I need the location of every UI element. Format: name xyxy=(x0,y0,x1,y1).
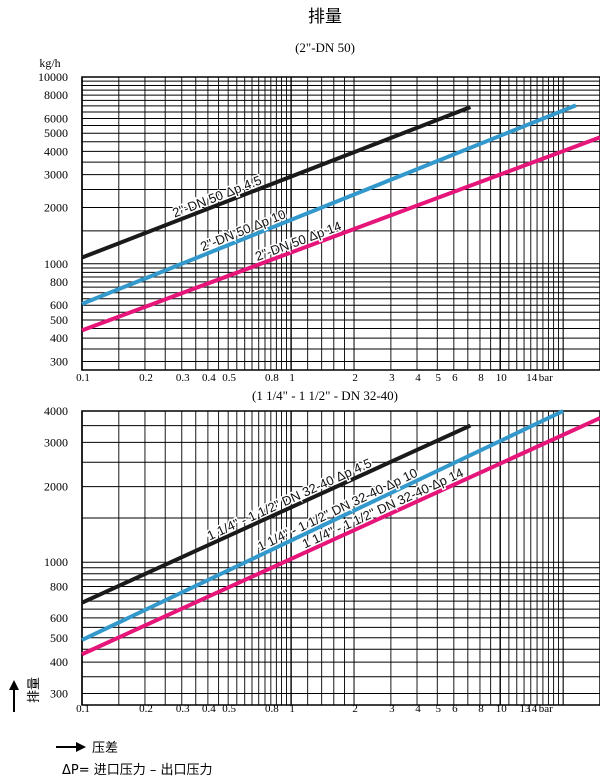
x-axis-arrow xyxy=(56,742,86,752)
y-tick-label: 300 xyxy=(50,354,68,368)
x-arrow-label: 压差 xyxy=(92,741,118,756)
y-tick-label: 2000 xyxy=(44,201,68,215)
x-tick-label: 14 xyxy=(526,703,538,715)
series-line xyxy=(81,423,472,605)
figure-title: 排量 xyxy=(308,7,342,26)
x-tick-label: 2 xyxy=(352,372,358,384)
x-tick-label: 5 xyxy=(436,703,442,715)
y-tick-label: 800 xyxy=(50,275,68,289)
x-tick-label: 5 xyxy=(436,372,442,384)
series-line xyxy=(81,135,600,333)
y-tick-label: 4000 xyxy=(44,404,68,418)
plot-frame xyxy=(81,410,600,706)
x-tick-label: 0.3 xyxy=(176,703,190,715)
lower-chart: (1 1/4" - 1 1/2" - DN 32-40) 300 400 500 600… xyxy=(44,388,600,715)
y-axis-label: kg/h xyxy=(39,56,60,70)
x-tick-label: 10 xyxy=(496,372,508,384)
x-tick-label: 0.2 xyxy=(139,703,153,715)
x-tick-label: 1 xyxy=(289,372,295,384)
y-tick-label: 10000 xyxy=(38,70,68,84)
x-tick-label: 13 xyxy=(520,703,532,715)
x-tick-label: 6 xyxy=(452,703,458,715)
series-line xyxy=(81,103,577,306)
x-tick-label: 0.4 xyxy=(202,703,216,715)
x-tick-label: 3 xyxy=(389,703,395,715)
x-unit-label: bar xyxy=(539,703,553,715)
x-tick-label: 1 xyxy=(289,703,295,715)
y-tick-label: 2000 xyxy=(44,480,68,494)
x-tick-label: 8 xyxy=(478,372,484,384)
x-tick-label: 0.8 xyxy=(265,703,279,715)
y-arrow-label: 排量 xyxy=(27,677,42,703)
vertical-gridlines xyxy=(81,77,600,370)
plot-frame xyxy=(81,76,600,371)
delta-p-note: ΔP= 进口压力 – 出口压力 xyxy=(62,763,213,778)
y-tick-label: 300 xyxy=(50,687,68,701)
x-tick-label: 0.2 xyxy=(139,372,153,384)
x-tick-label: 10 xyxy=(496,703,508,715)
y-tick-label: 5000 xyxy=(44,126,68,140)
y-tick-label: 600 xyxy=(50,611,68,625)
y-tick-label: 1000 xyxy=(44,257,68,271)
chart-subtitle: (1 1/4" - 1 1/2" - DN 32-40) xyxy=(252,388,398,403)
y-tick-label: 3000 xyxy=(44,435,68,449)
y-tick-label: 4000 xyxy=(44,144,68,158)
x-tick-label: 6 xyxy=(452,372,458,384)
x-tick-label: 14 xyxy=(526,372,538,384)
y-tick-label: 600 xyxy=(50,298,68,312)
x-tick-label: 0.1 xyxy=(76,703,90,715)
series-line xyxy=(81,416,600,657)
y-tick-label: 500 xyxy=(50,313,68,327)
vertical-gridlines xyxy=(81,411,600,705)
x-tick-label: 0.3 xyxy=(176,372,190,384)
series-line xyxy=(81,105,472,260)
y-tick-label: 8000 xyxy=(44,88,68,102)
y-tick-label: 6000 xyxy=(44,111,68,125)
x-tick-label: 8 xyxy=(478,703,484,715)
x-unit-label: bar xyxy=(539,372,553,384)
y-tick-label: 1000 xyxy=(44,555,68,569)
y-tick-label: 400 xyxy=(50,331,68,345)
y-tick-label: 800 xyxy=(50,580,68,594)
x-tick-label: 3 xyxy=(389,372,395,384)
x-tick-label: 4 xyxy=(415,703,421,715)
series-line xyxy=(81,409,565,642)
x-tick-label: 2 xyxy=(352,703,358,715)
x-tick-label: 0.5 xyxy=(222,703,236,715)
series-label: 2"-DN 50 Δp 4.5 xyxy=(170,172,263,220)
x-tick-label: 0.5 xyxy=(222,372,236,384)
chart-subtitle: (2"-DN 50) xyxy=(295,40,355,55)
y-axis-arrow xyxy=(9,680,19,712)
y-tick-label: 500 xyxy=(50,631,68,645)
x-tick-label: 0.8 xyxy=(265,372,279,384)
x-tick-label: 0.4 xyxy=(202,372,216,384)
y-tick-label: 400 xyxy=(50,655,68,669)
x-tick-label: 0.1 xyxy=(76,372,90,384)
y-tick-label: 3000 xyxy=(44,168,68,182)
x-tick-label: 4 xyxy=(415,372,421,384)
horizontal-gridlines xyxy=(82,76,600,362)
